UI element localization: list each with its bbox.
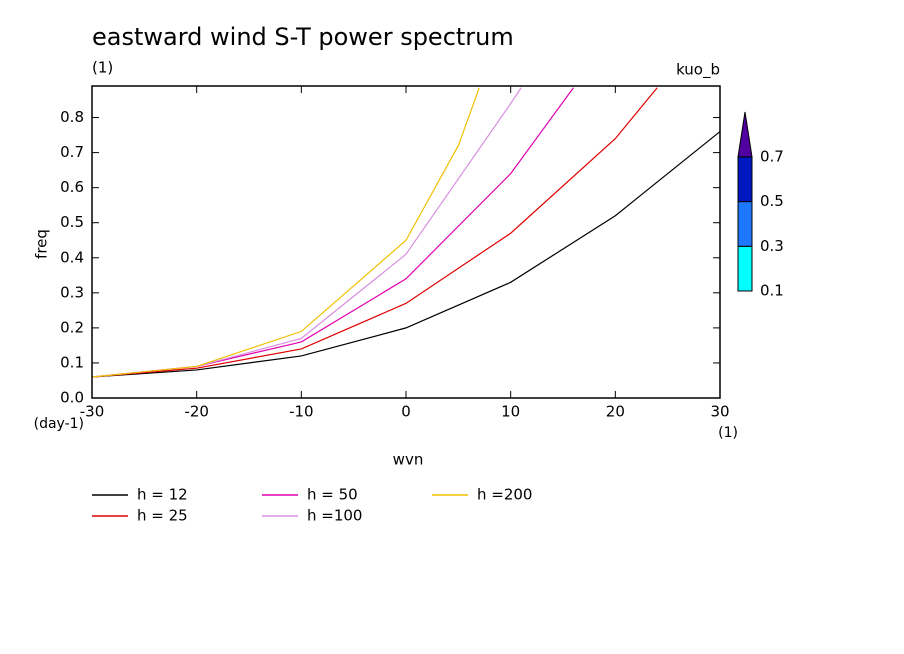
y-axis-label: freq xyxy=(33,229,51,259)
y-tick-label: 0.3 xyxy=(60,283,84,301)
series-line xyxy=(91,87,480,378)
y-tick-label: 0.4 xyxy=(60,248,84,266)
x-axis-label: wvn xyxy=(393,451,424,469)
x-tick-label: 10 xyxy=(501,403,520,421)
legend-label: h =100 xyxy=(307,507,362,525)
x-unit: (1) xyxy=(718,425,738,441)
series-line xyxy=(91,87,522,378)
colorbar-label: 0.3 xyxy=(760,237,784,255)
plot-frame xyxy=(91,85,721,399)
x-tick-label: -10 xyxy=(289,403,314,421)
x-tick-label: -20 xyxy=(184,403,209,421)
series-line xyxy=(91,87,658,378)
y-tick-label: 0.1 xyxy=(60,353,84,371)
colorbar-label: 0.5 xyxy=(760,192,784,210)
colorbar-label: 0.1 xyxy=(760,282,784,300)
y-tick-label: 0.8 xyxy=(60,108,84,126)
legend-label: h = 12 xyxy=(137,486,188,504)
legend-label: h = 25 xyxy=(137,507,188,525)
chart-title: eastward wind S-T power spectrum xyxy=(92,23,514,51)
y-tick-label: 0.6 xyxy=(60,178,84,196)
colorbar-box xyxy=(737,156,753,203)
y-tick-label: 0.5 xyxy=(60,213,84,231)
colorbar-triangle xyxy=(737,111,753,158)
colorbar-box xyxy=(737,245,753,292)
series-line xyxy=(91,87,574,378)
subtitle: (1) xyxy=(92,59,113,77)
colorbar-label: 0.7 xyxy=(760,147,784,165)
y-tick-label: 0.0 xyxy=(60,389,84,407)
legend-label: h =200 xyxy=(477,486,532,504)
x-tick-label: -30 xyxy=(80,403,105,421)
corner-label: kuo_b xyxy=(676,61,720,80)
colorbar-box xyxy=(737,201,753,247)
x-tick-label: 20 xyxy=(606,403,625,421)
y-tick-label: 0.7 xyxy=(60,143,84,161)
x-tick-label: 30 xyxy=(710,403,729,421)
series-line xyxy=(91,131,721,378)
y-tick-label: 0.2 xyxy=(60,318,84,336)
legend-label: h = 50 xyxy=(307,486,358,504)
x-tick-label: 0 xyxy=(401,403,411,421)
y-unit: (day-1) xyxy=(34,416,84,432)
